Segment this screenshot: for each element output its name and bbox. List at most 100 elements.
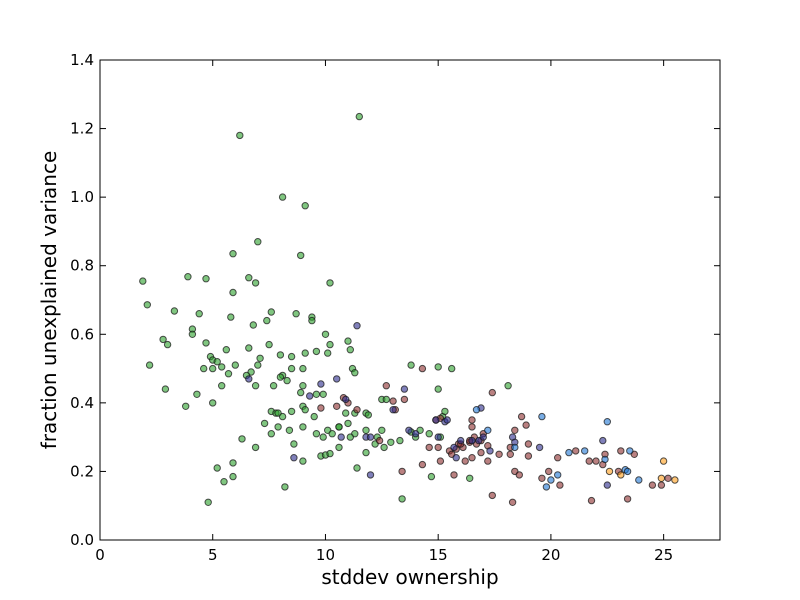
data-point-series-0: [351, 369, 359, 377]
data-point-series-0: [218, 363, 226, 371]
data-point-series-0: [229, 250, 237, 258]
data-point-series-0: [301, 202, 309, 210]
data-point-series-2: [317, 380, 325, 388]
data-point-series-0: [145, 361, 154, 369]
y-tick-label: 0.4: [70, 394, 94, 412]
data-point-series-0: [292, 310, 300, 318]
data-point-series-1: [488, 491, 496, 500]
data-point-series-1: [477, 448, 485, 457]
data-point-series-0: [200, 364, 208, 373]
data-point-series-0: [310, 412, 318, 421]
data-point-series-0: [364, 411, 372, 419]
data-point-series-0: [263, 316, 271, 325]
data-point-series-0: [380, 443, 388, 452]
data-point-series-0: [335, 443, 343, 452]
data-point-series-1: [545, 467, 553, 476]
data-point-series-0: [353, 464, 361, 472]
data-point-series-1: [572, 447, 580, 455]
data-point-series-0: [251, 443, 260, 452]
data-point-series-0: [319, 390, 327, 398]
data-point-series-0: [504, 382, 512, 390]
x-tick-label: 10: [316, 546, 335, 564]
data-point-series-3: [603, 418, 611, 426]
data-point-series-0: [425, 430, 433, 438]
data-point-series-0: [224, 370, 233, 378]
data-point-series-1: [495, 450, 503, 458]
data-point-series-0: [254, 361, 262, 369]
y-tick-label: 1.2: [70, 120, 94, 138]
data-point-series-0: [301, 406, 309, 414]
data-point-series-0: [209, 399, 217, 407]
data-point-series-0: [297, 251, 305, 260]
data-point-series-0: [382, 395, 390, 404]
data-point-series-0: [312, 390, 321, 398]
data-point-series-1: [517, 412, 526, 421]
data-point-series-0: [267, 430, 275, 438]
data-point-series-1: [592, 457, 600, 465]
data-point-series-1: [657, 481, 666, 489]
data-point-series-0: [267, 308, 275, 316]
data-point-series-4: [657, 474, 666, 482]
ticks-layer: 0 5 10 15 20 25 0.0 0.2 0.4 0.6 0.8 1.0 1.2 1.4: [70, 51, 720, 564]
y-tick-label: 0.6: [70, 325, 94, 343]
data-point-series-0: [326, 449, 334, 458]
data-point-series-0: [195, 310, 203, 318]
x-axis-title: stddev ownership: [321, 565, 498, 589]
data-point-series-0: [231, 361, 240, 369]
data-point-series-0: [218, 382, 226, 390]
data-point-series-1: [664, 474, 672, 482]
data-point-series-2: [290, 454, 298, 462]
points-layer: [139, 112, 679, 506]
data-point-series-2: [366, 433, 375, 441]
data-point-series-0: [324, 349, 332, 357]
data-point-series-0: [287, 364, 296, 373]
data-point-series-0: [209, 364, 217, 373]
data-point-series-0: [378, 426, 386, 434]
data-point-series-0: [222, 346, 231, 354]
data-point-series-4: [605, 467, 614, 476]
data-point-series-0: [285, 426, 294, 434]
data-point-series-1: [617, 447, 625, 455]
data-point-series-0: [193, 390, 201, 398]
data-point-series-1: [461, 457, 469, 465]
data-point-series-1: [418, 460, 427, 469]
data-point-series-1: [515, 471, 523, 479]
data-point-series-2: [443, 416, 451, 424]
data-point-series-0: [362, 426, 370, 434]
data-point-series-0: [161, 385, 170, 393]
data-point-series-0: [276, 351, 285, 359]
data-point-series-0: [254, 238, 262, 246]
x-tick-label: 0: [95, 546, 105, 564]
data-point-series-1: [425, 443, 433, 452]
data-point-series-0: [159, 335, 167, 344]
plot-frame: [99, 59, 721, 541]
data-point-series-1: [434, 443, 442, 452]
data-point-series-0: [466, 474, 474, 482]
data-point-series-3: [581, 447, 589, 455]
data-point-series-0: [278, 193, 287, 201]
data-point-series-3: [601, 455, 609, 464]
x-tick-label: 25: [654, 546, 673, 564]
data-point-series-2: [535, 443, 544, 452]
data-point-series-1: [436, 457, 445, 465]
data-point-series-0: [312, 430, 321, 438]
data-point-series-0: [236, 131, 244, 140]
data-point-series-1: [333, 402, 341, 410]
data-point-series-2: [432, 416, 440, 424]
data-point-series-1: [375, 436, 384, 445]
data-point-series-0: [387, 438, 395, 446]
data-point-series-0: [213, 358, 221, 366]
data-point-series-0: [238, 435, 246, 443]
data-point-series-1: [398, 467, 406, 476]
data-point-series-2: [457, 436, 465, 445]
data-point-series-2: [245, 375, 253, 383]
data-point-series-0: [163, 340, 172, 349]
data-point-series-1: [524, 452, 533, 460]
data-point-series-0: [335, 423, 343, 431]
data-point-series-0: [319, 433, 327, 441]
data-point-series-0: [139, 277, 147, 285]
data-point-series-0: [276, 373, 285, 381]
data-point-series-0: [143, 301, 152, 309]
data-point-series-2: [603, 481, 611, 489]
